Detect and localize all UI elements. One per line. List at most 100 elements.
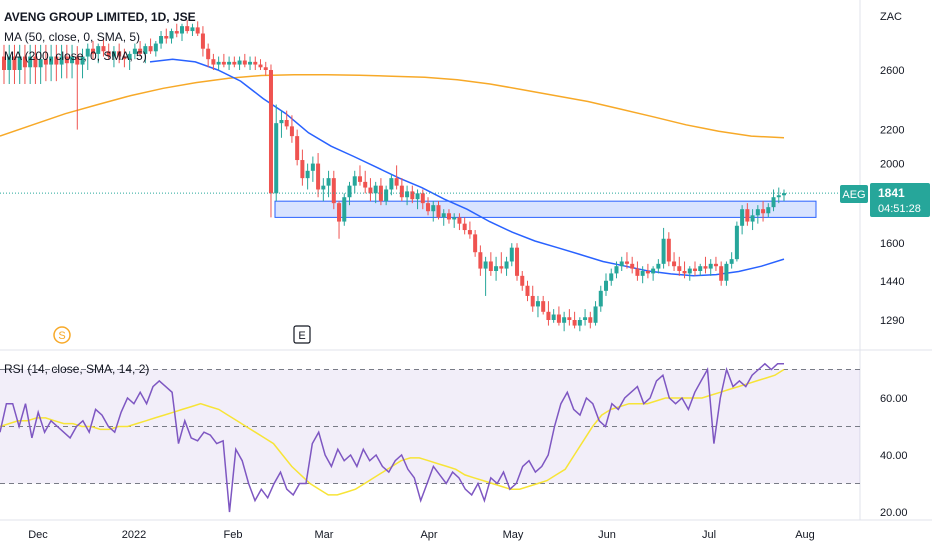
candle-body xyxy=(38,59,43,68)
candle-body xyxy=(556,314,561,323)
candle-body xyxy=(436,205,441,218)
candle-body xyxy=(782,193,786,196)
ma50-line xyxy=(149,58,785,277)
candle-body xyxy=(347,185,352,198)
candle-body xyxy=(462,223,467,231)
candle-body xyxy=(776,195,781,198)
candle-body xyxy=(279,119,284,124)
price-tag[interactable]: AEG 1841 04:51:28 xyxy=(840,183,930,217)
earnings-marker[interactable]: E xyxy=(293,325,311,344)
candle-body xyxy=(562,317,567,323)
candle-body xyxy=(635,268,640,276)
candle-body xyxy=(316,163,321,190)
candle-body xyxy=(541,301,546,312)
ma200-line-group xyxy=(0,74,785,139)
candle-body xyxy=(232,61,237,65)
candle-body xyxy=(426,203,431,212)
ma50-line-group xyxy=(149,58,785,277)
rsi-legend[interactable]: RSI (14, close, SMA, 14, 2) xyxy=(4,362,149,376)
candle-body xyxy=(525,285,530,296)
candle-body xyxy=(190,27,195,32)
candle-body xyxy=(70,56,75,64)
dividend-marker-circle xyxy=(53,326,71,344)
candle-body xyxy=(761,209,766,214)
candle-body xyxy=(598,290,603,307)
candle-body xyxy=(420,193,425,204)
candle-body xyxy=(352,176,357,186)
dividend-marker[interactable]: S xyxy=(53,326,71,344)
price-tick-label: 1600 xyxy=(880,238,904,250)
currency-label: ZAC xyxy=(880,11,902,23)
time-tick-label: Feb xyxy=(224,529,243,541)
candle-body xyxy=(274,123,279,194)
ma50-legend[interactable]: MA (50, close, 0, SMA, 5) xyxy=(4,30,140,44)
time-tick-label: Dec xyxy=(28,529,48,541)
candle-body xyxy=(583,317,588,320)
candle-body xyxy=(28,56,33,68)
candle-body xyxy=(682,270,687,274)
candle-body xyxy=(483,261,488,269)
support-zone[interactable] xyxy=(274,200,817,218)
candle-body xyxy=(656,263,661,269)
support-zone-rect xyxy=(274,200,817,218)
candle-body xyxy=(127,53,132,60)
candle-body xyxy=(734,225,739,260)
candle-body xyxy=(268,70,273,194)
candle-body xyxy=(530,295,535,307)
candle-body xyxy=(431,205,436,212)
candle-body xyxy=(64,56,69,64)
rsi-tick-label: 40.00 xyxy=(880,450,908,462)
candle-body xyxy=(698,266,703,271)
time-tick-label: Apr xyxy=(420,529,437,541)
time-tick-label: 2022 xyxy=(122,529,146,541)
candle-body xyxy=(221,61,226,65)
candle-body xyxy=(185,26,190,32)
candle-body xyxy=(724,263,729,281)
candle-body xyxy=(7,56,12,70)
candle-body xyxy=(509,247,514,262)
rsi-tick-label: 20.00 xyxy=(880,507,908,519)
candle-body xyxy=(693,268,698,271)
candle-body xyxy=(33,56,38,68)
candle-body xyxy=(494,266,499,271)
candle-body xyxy=(357,176,362,182)
ma200-legend[interactable]: MA (200, close, 0, SMA, 5) xyxy=(4,49,147,63)
candle-body xyxy=(54,56,59,65)
candle-body xyxy=(216,61,221,65)
candle-body xyxy=(195,27,200,34)
candle-body xyxy=(703,266,708,269)
symbol-title[interactable]: AVENG GROUP LIMITED, 1D, JSE xyxy=(4,10,196,24)
candle-body xyxy=(399,185,404,198)
candle-body xyxy=(677,266,682,271)
candle-body xyxy=(713,263,718,267)
candle-body xyxy=(473,234,478,253)
candle-body xyxy=(101,46,106,52)
candle-body xyxy=(90,48,95,54)
candle-body xyxy=(666,238,671,262)
candle-body xyxy=(640,270,645,276)
candle-body xyxy=(604,280,609,291)
candle-body xyxy=(771,197,776,208)
earnings-marker-box xyxy=(293,325,311,344)
candle-body xyxy=(363,181,368,188)
time-tick-label: Mar xyxy=(315,529,334,541)
candle-body xyxy=(96,46,101,54)
candle-body xyxy=(572,320,577,326)
dividend-marker-label: S xyxy=(58,330,65,342)
candle-body xyxy=(478,252,483,269)
candle-body xyxy=(729,259,734,264)
ma200-line xyxy=(0,74,785,139)
earnings-marker-label: E xyxy=(298,330,305,342)
candle-body xyxy=(59,56,64,65)
candle-body xyxy=(227,61,232,65)
candle-body xyxy=(630,263,635,269)
candle-body xyxy=(337,203,342,222)
candle-body xyxy=(624,261,629,264)
rsi-line-group xyxy=(0,362,784,513)
time-tick-label: Aug xyxy=(795,529,815,541)
candle-body xyxy=(515,247,520,276)
candle-body xyxy=(452,217,457,220)
price-tick-label: 1440 xyxy=(880,276,904,288)
candles-group xyxy=(2,20,786,332)
candle-body xyxy=(577,320,582,326)
